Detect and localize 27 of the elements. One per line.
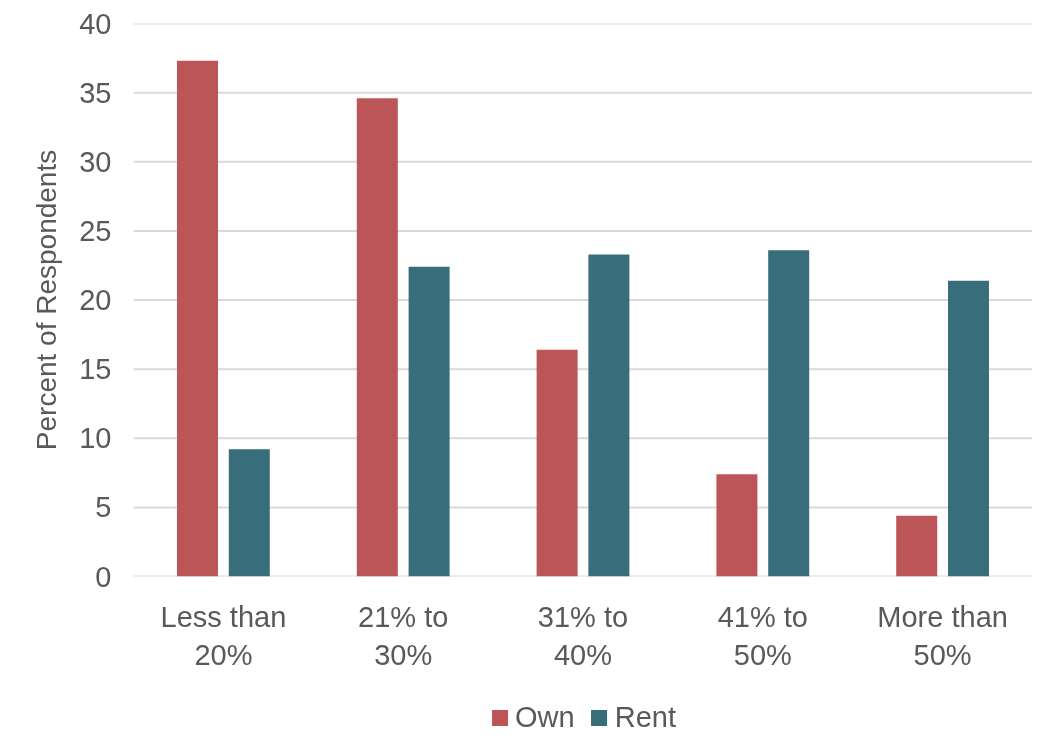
bar (408, 266, 450, 577)
y-tick-label: 25 (79, 214, 112, 247)
bar (716, 474, 758, 577)
y-tick-label: 20 (79, 284, 112, 316)
x-tick-label: 21% to 30% (358, 600, 449, 671)
y-tick-label: 40 (79, 7, 112, 40)
legend-label: Rent (614, 700, 676, 734)
x-tick-label: 31% to 40% (537, 600, 629, 671)
bar (177, 60, 219, 577)
y-tick-label: 15 (79, 353, 112, 386)
y-tick-label: 5 (95, 491, 112, 524)
bar (536, 349, 578, 577)
legend-label: Own (515, 700, 575, 734)
bar (228, 449, 270, 577)
y-tick-label: 0 (95, 560, 112, 593)
y-tick-label: 10 (79, 422, 112, 455)
x-tick-label: 41% to 50% (717, 600, 808, 671)
y-tick-label: 30 (79, 145, 112, 178)
bar (947, 280, 989, 577)
bar (768, 250, 810, 577)
y-axis-title: Percent of Respondents (31, 149, 63, 451)
y-tick-label: 35 (79, 76, 112, 109)
x-tick-label: More than 50% (877, 600, 1008, 671)
bar (356, 98, 398, 577)
x-tick-label: Less than 20% (160, 600, 287, 671)
bar (896, 515, 938, 577)
bar (588, 254, 630, 577)
